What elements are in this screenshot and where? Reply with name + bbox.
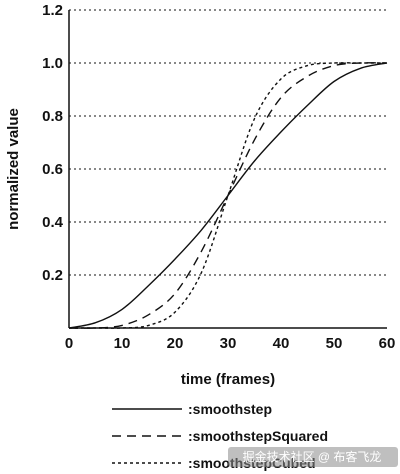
y-tick-label: 0.2 xyxy=(42,267,63,284)
x-tick-label: 40 xyxy=(273,335,290,352)
x-tick-label: 60 xyxy=(379,335,396,352)
y-tick-label: 1.0 xyxy=(42,55,63,72)
axes xyxy=(68,10,387,329)
y-tick-label: 0.6 xyxy=(42,161,63,178)
x-tick-label: 0 xyxy=(65,335,73,352)
y-tick-label: 0.4 xyxy=(42,214,64,231)
legend-label-1: :smoothstepSquared xyxy=(188,428,328,444)
x-tick-label: 30 xyxy=(220,335,237,352)
y-tick-label: 0.8 xyxy=(42,108,63,125)
tick-labels: 0.2 0.4 0.6 0.8 1.0 1.2 0 10 20 30 40 50 60 xyxy=(42,2,395,352)
x-axis-title: time (frames) xyxy=(181,371,275,388)
series-lines xyxy=(68,62,388,329)
watermark: 掘金技术社区 @ 布客飞龙 xyxy=(228,447,398,467)
watermark-background xyxy=(228,447,398,467)
x-tick-label: 10 xyxy=(114,335,131,352)
gridlines xyxy=(69,9,387,276)
y-axis-title: normalized value xyxy=(5,108,22,230)
y-tick-label: 1.2 xyxy=(42,2,63,19)
legend-label-0: :smoothstep xyxy=(188,401,272,417)
series-line-1 xyxy=(68,62,388,329)
x-tick-label: 50 xyxy=(326,335,343,352)
x-tick-label: 20 xyxy=(167,335,184,352)
watermark-text: 掘金技术社区 @ 布客飞龙 xyxy=(243,449,382,464)
